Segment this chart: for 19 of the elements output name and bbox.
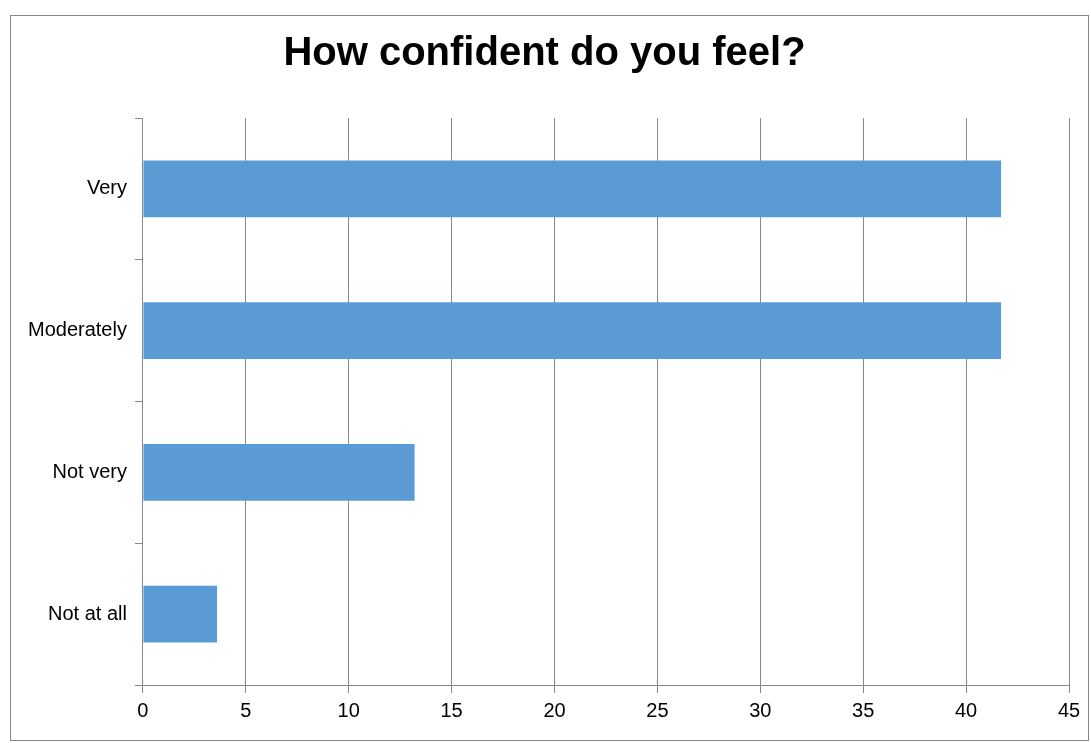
chart-title: How confident do you feel? (283, 29, 806, 74)
bar (143, 585, 218, 643)
x-tick-label: 5 (240, 698, 252, 721)
x-tick-label: 15 (440, 698, 463, 721)
bar (143, 302, 1002, 359)
y-tick-label: Moderately (28, 318, 127, 341)
x-tick-label: 35 (852, 698, 875, 721)
x-tick-label: 0 (137, 698, 149, 721)
x-tick-label: 25 (646, 698, 669, 721)
bar (143, 160, 1002, 218)
x-tick-label: 40 (954, 698, 978, 721)
y-tick-label: Not at all (48, 601, 127, 624)
x-tick-label: 30 (749, 698, 772, 721)
y-tick-label: Very (86, 176, 127, 199)
x-tick-label: 45 (1057, 698, 1081, 721)
y-tick-label: Not very (52, 459, 127, 482)
x-tick-label: 20 (543, 698, 566, 721)
x-tick-label: 10 (337, 698, 360, 721)
bar (143, 444, 415, 501)
